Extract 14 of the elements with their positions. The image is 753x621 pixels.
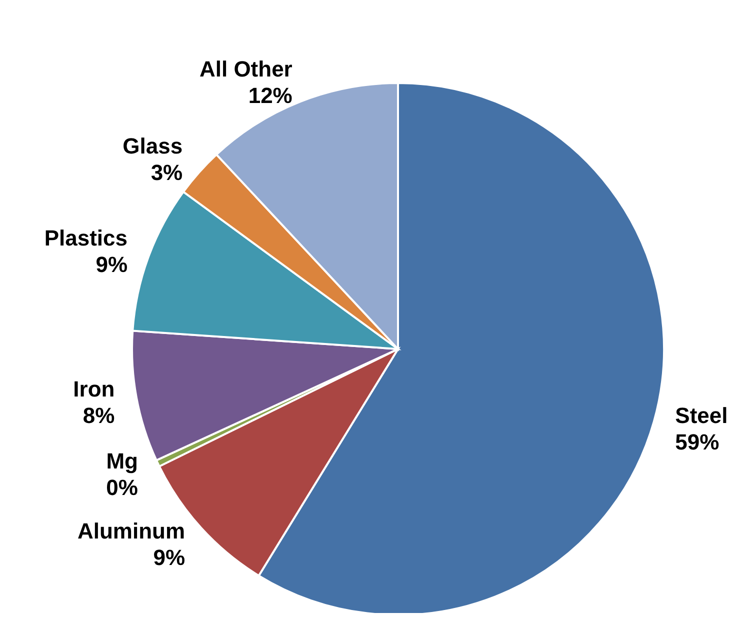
data-label: 8%	[82, 402, 115, 428]
slice-label: All Other	[199, 56, 293, 82]
data-label: 12%	[248, 83, 292, 108]
slice-label: Mg	[106, 448, 138, 474]
data-label: 0%	[106, 474, 138, 500]
data-label: 9%	[153, 544, 186, 570]
data-label: 59%	[675, 429, 720, 454]
data-label: 3%	[150, 160, 183, 185]
data-label: 9%	[96, 252, 128, 278]
slice-label: Iron	[73, 376, 115, 402]
slice-label: Plastics	[44, 226, 128, 251]
slice-label: Aluminum	[77, 518, 186, 544]
slice-label: Glass	[122, 133, 183, 158]
slice-label: Steel	[675, 402, 728, 428]
